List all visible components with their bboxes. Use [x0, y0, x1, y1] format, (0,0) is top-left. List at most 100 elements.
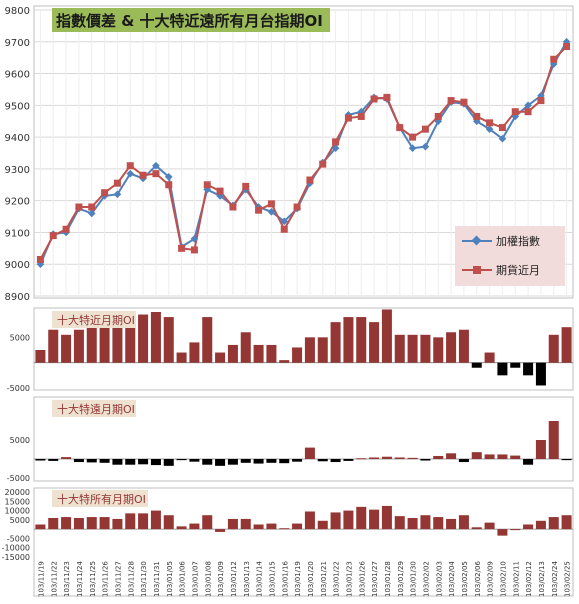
all-month-oi-bar: [561, 515, 572, 530]
far-month-oi-bar: [394, 457, 405, 459]
data-point-futures: [216, 187, 224, 195]
far-month-oi-bar: [215, 459, 226, 466]
main-chart-legend: 加權指數 期貨近月: [455, 226, 565, 286]
date-tick-label: 103/02/25: [564, 561, 572, 597]
date-tick-label: 103/02/13: [538, 561, 546, 597]
far-month-oi-bar: [138, 459, 149, 465]
near-month-oi-bar: [433, 337, 444, 363]
all-month-oi-bar: [446, 518, 457, 530]
date-tick-label: 103/01/16: [281, 561, 289, 597]
data-point-futures: [344, 114, 352, 122]
near-month-oi-bar: [356, 317, 367, 363]
all-month-oi-bar: [433, 517, 444, 530]
far-month-oi-bar: [484, 454, 495, 459]
y-tick-label: 5000: [10, 436, 30, 445]
all-month-oi-bar: [99, 517, 110, 530]
y-tick-label: -5000: [7, 474, 30, 483]
y-tick-label: 9100: [5, 228, 30, 239]
date-tick-label: 103/01/22: [333, 561, 341, 597]
near-month-oi-bar: [394, 334, 405, 363]
far-month-oi-bar: [304, 447, 315, 459]
data-point-futures: [280, 225, 288, 233]
near-month-title: 十大特近月期OI: [57, 313, 135, 327]
near-month-oi-bar: [535, 362, 546, 386]
near-month-oi-bar: [497, 362, 508, 376]
data-point-futures: [563, 43, 571, 51]
far-month-oi-bar: [561, 459, 572, 461]
data-point-futures: [370, 95, 378, 103]
y-tick-label: -5000: [7, 534, 30, 543]
date-tick-label: 103/01/19: [294, 561, 302, 597]
date-tick-label: 103/11/23: [63, 561, 71, 597]
far-month-oi-bar: [433, 455, 444, 459]
all-month-oi-bar: [523, 524, 534, 530]
main-chart-title: 指數價差 & 十大特近遠所有月台指期OI: [56, 12, 323, 30]
near-month-oi-bar: [99, 327, 110, 363]
far-month-oi-bar: [99, 459, 110, 463]
data-point-futures: [537, 97, 545, 105]
all-month-oi-bar: [420, 515, 431, 530]
data-point-futures: [319, 160, 327, 168]
y-tick-label: -10000: [2, 544, 30, 553]
all-month-oi-bar: [125, 513, 136, 530]
near-month-oi-bar: [330, 322, 341, 363]
all-month-oi-bar: [330, 512, 341, 530]
data-point-futures: [396, 124, 404, 132]
near-month-oi-bar: [458, 329, 469, 363]
data-point-futures: [242, 182, 250, 190]
date-tick-label: 103/01/12: [230, 561, 238, 597]
all-month-oi-bar: [356, 506, 367, 530]
date-tick-label: 103/02/06: [474, 561, 482, 597]
near-month-oi-bar: [35, 350, 46, 363]
near-month-oi-bar: [73, 329, 84, 363]
far-month-oi-bar: [163, 459, 174, 466]
date-tick-label: 103/11/24: [76, 561, 84, 597]
data-point-futures: [113, 179, 121, 187]
data-point-futures: [267, 200, 275, 208]
near-month-oi-chart: -5000 5000 十大特近月期OI: [7, 307, 574, 393]
far-month-oi-bar: [548, 421, 559, 459]
far-month-y-ticks: -5000 5000: [7, 436, 30, 483]
far-month-oi-bar: [446, 453, 457, 459]
date-tick-label: 103/01/26: [358, 561, 366, 597]
all-month-oi-bar: [112, 518, 123, 530]
date-tick-label: 103/01/27: [371, 561, 379, 597]
all-month-oi-bar: [381, 505, 392, 530]
far-month-oi-bar: [240, 459, 251, 463]
all-month-oi-bar: [497, 529, 508, 536]
data-point-futures: [293, 203, 301, 211]
all-month-oi-bar: [304, 511, 315, 530]
near-month-oi-bar: [112, 327, 123, 363]
main-chart-y-ticks: 8900 9000 9100 9200 9300 9400 9500 9600 9700 9800: [5, 6, 30, 303]
date-tick-label: 103/02/11: [512, 561, 520, 597]
near-month-y-ticks: -5000 5000: [7, 333, 30, 393]
legend-label-taiex: 加權指數: [496, 234, 540, 248]
far-month-oi-chart: -5000 5000 十大特遠月期OI: [7, 396, 574, 483]
near-month-oi-bar: [510, 362, 521, 368]
data-point-futures: [101, 189, 109, 197]
all-month-oi-bar: [458, 515, 469, 530]
near-month-oi-bar: [253, 344, 264, 363]
near-month-oi-bar: [561, 327, 572, 363]
far-month-oi-bar: [35, 459, 46, 461]
near-month-oi-bar: [446, 332, 457, 363]
far-month-oi-bar: [150, 459, 161, 466]
data-point-futures: [524, 108, 532, 116]
date-tick-label: 103/11/28: [127, 561, 135, 597]
all-month-oi-bar: [343, 510, 354, 530]
date-tick-label: 103/01/20: [307, 561, 315, 597]
all-month-oi-bar: [510, 529, 521, 531]
far-month-oi-bar: [497, 454, 508, 459]
near-month-oi-bar: [189, 342, 200, 363]
data-point-futures: [460, 98, 468, 106]
all-month-oi-bar: [163, 515, 174, 530]
far-month-oi-bar: [292, 459, 303, 462]
near-month-oi-bar: [523, 362, 534, 376]
all-month-oi-bar: [407, 518, 418, 530]
all-month-oi-bar: [317, 520, 328, 530]
data-point-futures: [152, 170, 160, 178]
all-month-oi-bar: [176, 526, 187, 530]
data-point-taiex: [152, 161, 160, 170]
